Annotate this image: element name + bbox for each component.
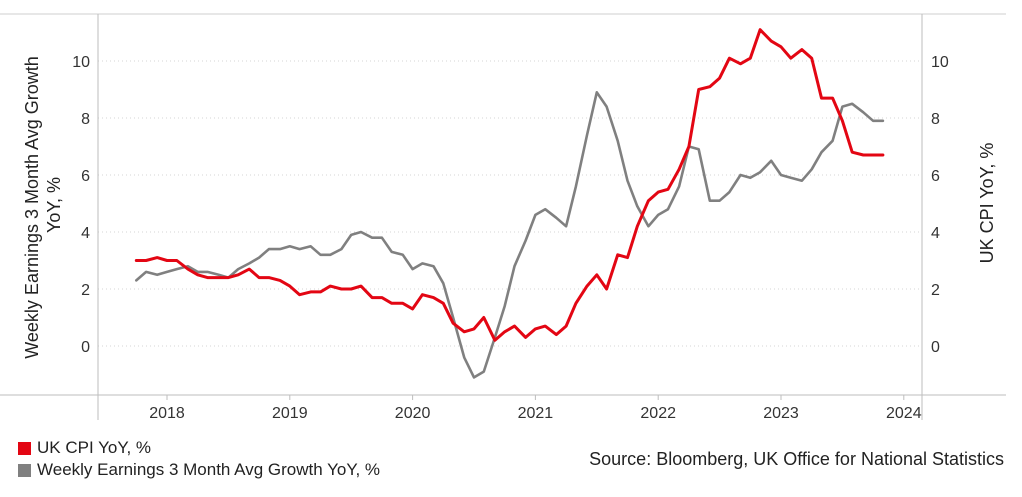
left-axis-title: Weekly Earnings 3 Month Avg Growth YoY, … (22, 51, 64, 359)
left-tick-label: 0 (81, 339, 90, 356)
left-tick-label: 8 (81, 111, 90, 128)
x-tick-label: 2024 (886, 405, 922, 422)
legend-label-earnings: Weekly Earnings 3 Month Avg Growth YoY, … (37, 460, 381, 479)
x-tick-label: 2022 (640, 405, 676, 422)
left-tick-label: 6 (81, 168, 90, 185)
x-tick-label: 2018 (149, 405, 185, 422)
legend-label-cpi: UK CPI YoY, % (37, 438, 152, 457)
legend-swatch-earnings (18, 463, 31, 477)
legend-item-earnings: Weekly Earnings 3 Month Avg Growth YoY, … (18, 459, 380, 481)
legend-item-cpi: UK CPI YoY, % (18, 437, 380, 459)
tick-labels: 0 2 4 6 8 10 0 2 4 6 8 10 2018 2019 2020 2021 2022 2023 20… (72, 54, 949, 422)
right-tick-label: 4 (931, 225, 940, 242)
right-axis-title: UK CPI YoY, % (977, 143, 997, 264)
legend-swatch-cpi (18, 441, 31, 455)
x-tick-label: 2020 (395, 405, 431, 422)
chart: 0 2 4 6 8 10 0 2 4 6 8 10 2018 2019 2020 2021 2022 2023 20… (0, 13, 1006, 422)
series-line-weekly-earnings (135, 91, 885, 379)
source-note: Source: Bloomberg, UK Office for Nationa… (589, 449, 1004, 469)
series-line-uk-cpi (134, 28, 885, 342)
left-tick-label: 2 (81, 282, 90, 299)
x-tick-label: 2023 (763, 405, 799, 422)
series-lines (134, 28, 885, 379)
right-tick-label: 6 (931, 168, 940, 185)
axes (0, 13, 1006, 420)
right-tick-label: 10 (931, 54, 949, 71)
x-tick-label: 2019 (272, 405, 308, 422)
left-tick-label: 4 (81, 225, 90, 242)
gridlines (98, 60, 922, 347)
right-tick-label: 8 (931, 111, 940, 128)
x-tick-label: 2021 (518, 405, 554, 422)
right-tick-label: 0 (931, 339, 940, 356)
legend: UK CPI YoY, % Weekly Earnings 3 Month Av… (18, 437, 380, 481)
left-tick-label: 10 (72, 54, 90, 71)
right-tick-label: 2 (931, 282, 940, 299)
